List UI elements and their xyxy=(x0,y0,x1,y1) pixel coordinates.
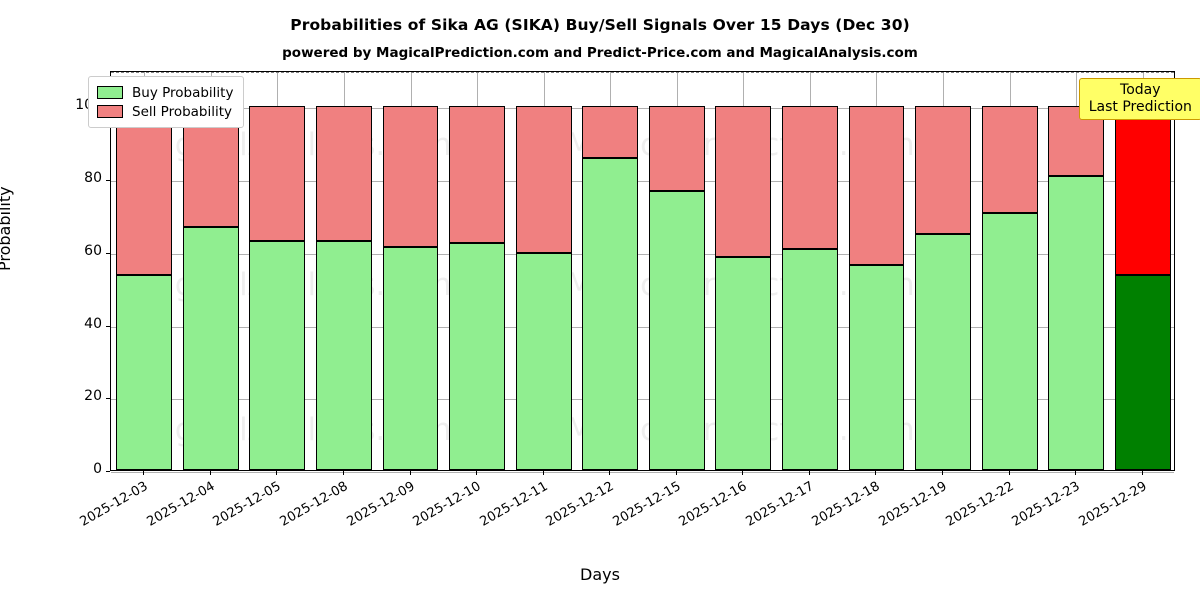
x-tick-mark xyxy=(1008,471,1010,475)
x-tick-mark xyxy=(675,471,677,475)
chart-legend[interactable]: Buy Probability Sell Probability xyxy=(88,76,245,128)
today-line-1: Today xyxy=(1120,82,1161,98)
bar-segment-buy[interactable] xyxy=(915,233,971,470)
x-tick-mark xyxy=(542,471,544,475)
gridline-horizontal xyxy=(111,472,1174,473)
bar-segment-sell[interactable] xyxy=(915,106,971,234)
legend-swatch-sell xyxy=(97,105,123,118)
legend-label-sell: Sell Probability xyxy=(132,103,233,120)
y-tick-mark xyxy=(106,180,110,182)
bar-group[interactable] xyxy=(1048,70,1105,470)
legend-item-buy[interactable]: Buy Probability xyxy=(97,83,233,102)
chart-title: Probabilities of Sika AG (SIKA) Buy/Sell… xyxy=(290,16,910,34)
bar-group[interactable] xyxy=(781,70,838,470)
bar-segment-sell[interactable] xyxy=(449,106,506,244)
bar-segment-buy[interactable] xyxy=(715,257,772,470)
bar-group[interactable] xyxy=(182,70,239,470)
bar-group[interactable] xyxy=(981,70,1038,470)
bar-segment-sell[interactable] xyxy=(116,106,173,276)
bar-segment-sell[interactable] xyxy=(648,106,705,191)
bar-segment-sell[interactable] xyxy=(848,106,905,265)
gridline-horizontal xyxy=(111,253,1174,255)
bar-segment-buy[interactable] xyxy=(648,190,705,470)
legend-swatch-buy xyxy=(97,86,123,99)
y-tick-label: 40 xyxy=(84,315,102,332)
bar-segment-sell[interactable] xyxy=(382,106,439,248)
gridline-horizontal xyxy=(111,399,1174,401)
bar-segment-buy[interactable] xyxy=(781,248,838,470)
today-line-2: Last Prediction xyxy=(1088,98,1192,115)
bar-today[interactable] xyxy=(1114,70,1171,470)
bar-group[interactable] xyxy=(582,70,639,470)
bar-group[interactable] xyxy=(515,70,572,470)
bar-segment-buy[interactable] xyxy=(582,158,639,470)
reference-dashed-line xyxy=(111,72,1174,73)
x-tick-mark xyxy=(1075,471,1077,475)
bar-segment-buy[interactable] xyxy=(1114,274,1171,470)
bar-segment-buy[interactable] xyxy=(316,240,372,470)
chart-subtitle: powered by MagicalPrediction.com and Pre… xyxy=(282,45,918,61)
legend-label-buy: Buy Probability xyxy=(132,84,234,101)
x-tick-mark xyxy=(276,471,278,475)
y-tick-label: 80 xyxy=(84,170,102,187)
y-axis-label: Probability xyxy=(0,186,14,271)
y-tick-mark xyxy=(106,471,110,472)
bar-group[interactable] xyxy=(449,70,506,470)
y-tick-mark xyxy=(106,325,110,327)
bar-group[interactable] xyxy=(116,70,173,470)
bar-segment-buy[interactable] xyxy=(249,240,306,470)
bar-segment-sell[interactable] xyxy=(981,106,1038,213)
bar-group[interactable] xyxy=(648,70,705,470)
bar-group[interactable] xyxy=(915,70,971,470)
bar-group[interactable] xyxy=(316,70,372,470)
x-tick-mark xyxy=(409,471,411,475)
bar-group[interactable] xyxy=(249,70,306,470)
x-tick-mark xyxy=(342,471,344,475)
x-tick-mark xyxy=(476,471,478,475)
bar-segment-sell[interactable] xyxy=(715,106,772,258)
today-annotation-box: Today Last Prediction xyxy=(1078,78,1200,121)
y-tick-label: 0 xyxy=(93,461,102,477)
x-tick-mark xyxy=(609,471,611,475)
bar-segment-buy[interactable] xyxy=(449,243,506,470)
bar-segment-sell[interactable] xyxy=(582,106,639,158)
gridline-horizontal xyxy=(111,181,1174,183)
bar-segment-buy[interactable] xyxy=(116,275,173,470)
bar-segment-buy[interactable] xyxy=(182,227,239,470)
x-tick-mark xyxy=(808,471,810,475)
x-tick-mark xyxy=(875,471,877,475)
gridline-horizontal xyxy=(111,326,1174,328)
y-tick-mark xyxy=(106,252,110,254)
bar-segment-buy[interactable] xyxy=(1048,176,1105,470)
legend-item-sell[interactable]: Sell Probability xyxy=(97,102,233,121)
bar-segment-sell[interactable] xyxy=(781,106,838,249)
gridline-horizontal xyxy=(111,108,1174,110)
bar-group[interactable] xyxy=(848,70,905,470)
bar-segment-buy[interactable] xyxy=(515,252,572,470)
x-tick-mark xyxy=(942,471,944,475)
bar-segment-buy[interactable] xyxy=(382,247,439,470)
plot-area: MagicalAnalysis.comMagicalPrediction.com… xyxy=(110,70,1175,473)
bar-group[interactable] xyxy=(715,70,772,470)
x-tick-mark xyxy=(1141,471,1143,475)
y-tick-mark xyxy=(106,398,110,400)
bar-segment-sell[interactable] xyxy=(515,106,572,253)
y-tick-label: 60 xyxy=(84,242,102,259)
bar-segment-sell[interactable] xyxy=(249,106,306,241)
bar-segment-buy[interactable] xyxy=(981,212,1038,470)
bar-group[interactable] xyxy=(382,70,439,470)
x-axis-label: Days xyxy=(580,565,620,584)
bar-segment-sell[interactable] xyxy=(1114,106,1171,275)
y-tick-label: 20 xyxy=(84,388,102,405)
bar-segment-buy[interactable] xyxy=(848,264,905,470)
bar-segment-sell[interactable] xyxy=(316,106,372,241)
x-tick-mark xyxy=(742,471,744,475)
x-tick-mark xyxy=(143,471,145,475)
x-tick-mark xyxy=(209,471,211,475)
